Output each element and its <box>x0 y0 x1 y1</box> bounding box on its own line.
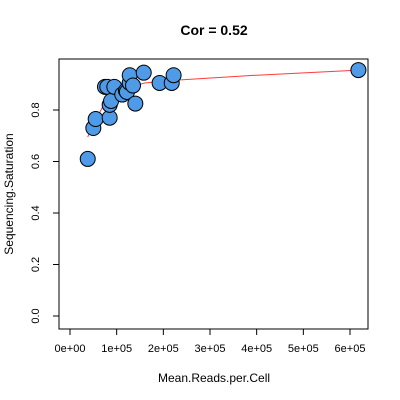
y-tick-label: 0.6 <box>30 154 42 169</box>
y-tick-label: 0.2 <box>30 257 42 272</box>
x-axis-title: Mean.Reads.per.Cell <box>158 371 270 385</box>
y-tick-label: 0.8 <box>30 102 42 117</box>
x-axis: 0e+00 1e+05 2e+05 3e+05 4e+05 5e+05 6e+05 <box>55 328 366 355</box>
data-point <box>135 64 152 81</box>
y-tick-label: 0.0 <box>30 308 42 323</box>
y-tick-label: 0.4 <box>30 205 42 220</box>
data-point <box>125 77 141 94</box>
x-tick-label: 6e+05 <box>335 343 366 355</box>
points-layer <box>79 62 367 167</box>
x-tick-label: 1e+05 <box>101 343 132 355</box>
data-point <box>350 62 367 79</box>
data-point <box>79 150 96 167</box>
x-tick-label: 5e+05 <box>288 343 319 355</box>
x-tick-label: 3e+05 <box>195 343 226 355</box>
data-point <box>87 111 104 128</box>
y-axis: 0.0 0.2 0.4 0.6 0.8 <box>30 102 60 324</box>
data-point <box>127 95 144 112</box>
chart-title: Cor = 0.52 <box>180 22 248 38</box>
x-tick-label: 4e+05 <box>241 343 272 355</box>
data-point <box>165 67 182 84</box>
x-tick-label: 2e+05 <box>148 343 179 355</box>
y-axis-title: Sequencing.Saturation <box>2 133 16 254</box>
x-tick-label: 0e+00 <box>55 343 86 355</box>
